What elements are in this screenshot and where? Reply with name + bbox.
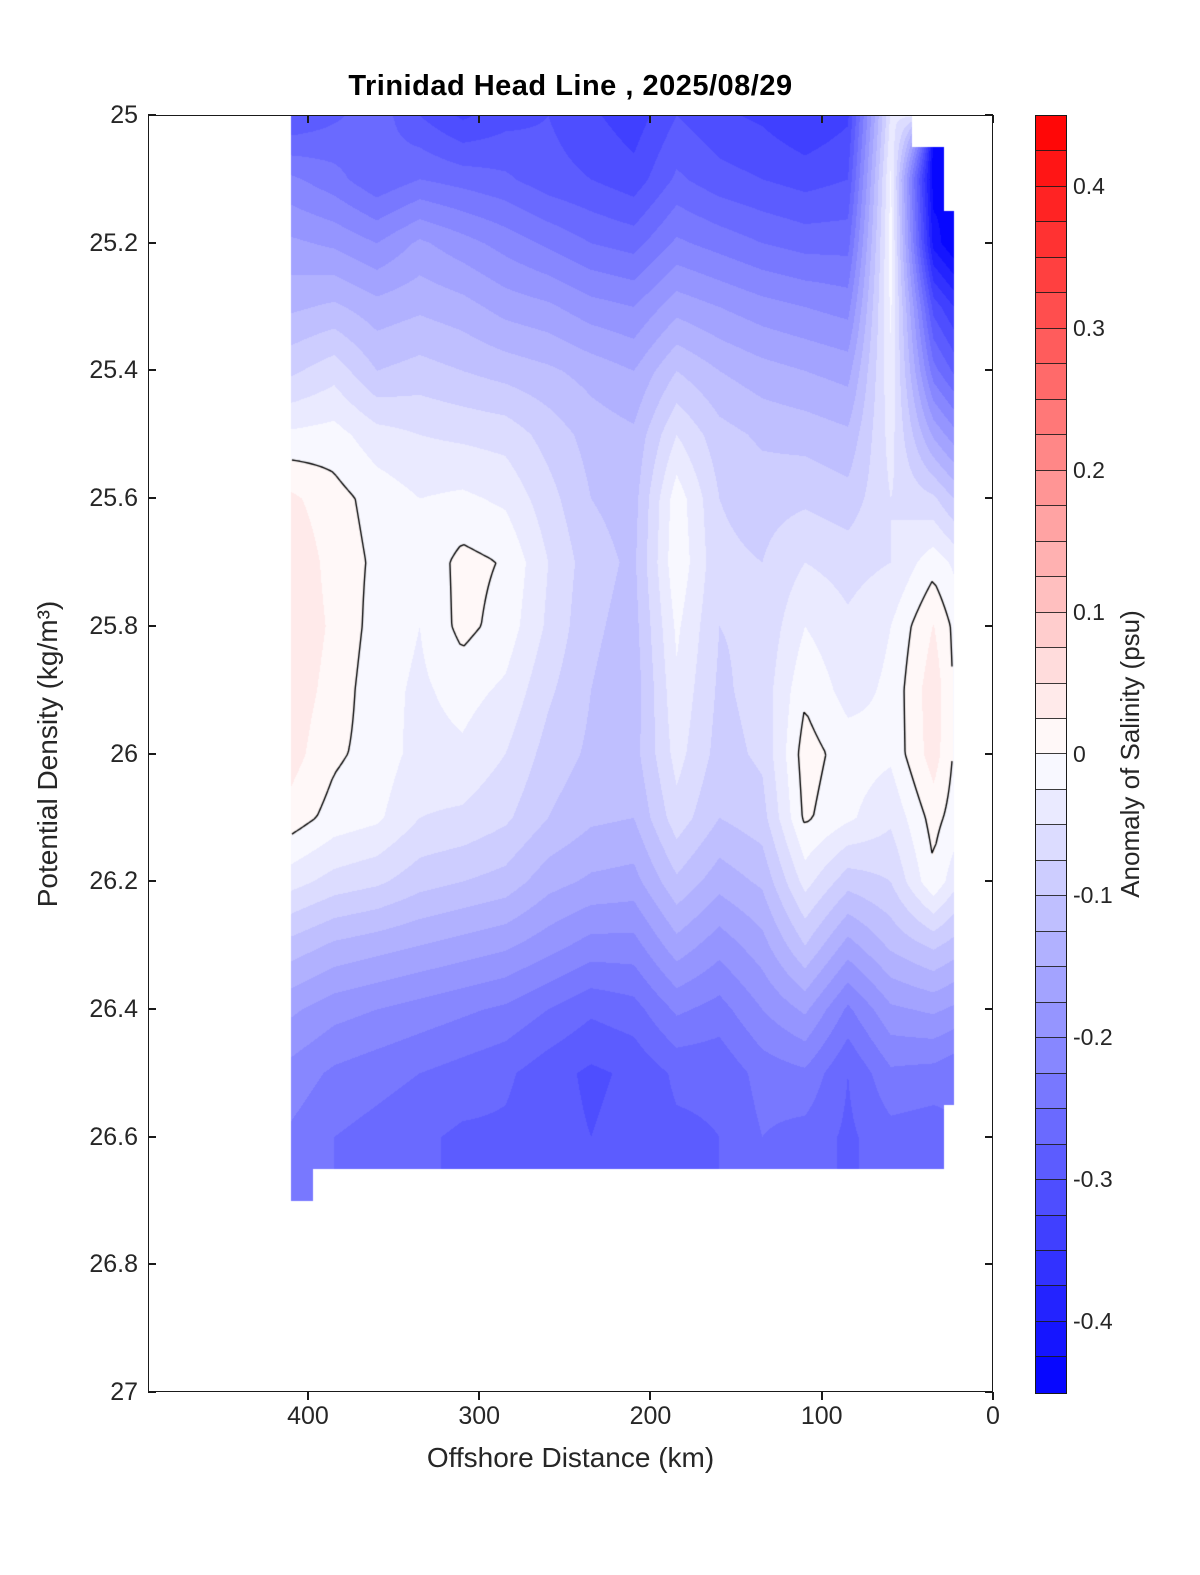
colorbar-segment [1036,789,1066,826]
colorbar-segment [1036,931,1066,968]
colorbar [1035,115,1067,1394]
colorbar-segment [1036,186,1066,223]
colorbar-segment [1036,222,1066,258]
colorbar-segment [1036,1251,1066,1287]
colorbar-tick-label: -0.3 [1073,1166,1113,1193]
colorbar-segment [1036,825,1066,861]
colorbar-segment [1036,1357,1066,1393]
colorbar-segment [1036,577,1066,613]
x-tick-mark-bottom [649,1392,652,1400]
plot-title: Trinidad Head Line , 2025/08/29 [348,70,793,102]
colorbar-tick-label: 0.1 [1073,598,1105,625]
x-axis-label: Offshore Distance (km) [426,1442,715,1473]
x-tick-mark-bottom [992,1392,994,1400]
colorbar-segment [1036,648,1066,684]
colorbar-segment [1036,860,1066,897]
colorbar-segment [1036,1321,1066,1358]
colorbar-segment [1036,257,1066,294]
colorbar-tick-label: -0.1 [1073,882,1113,909]
colorbar-segment [1036,754,1066,790]
contour-plot-canvas [148,115,993,1392]
colorbar-tick-label: 0.4 [1073,172,1105,199]
colorbar-segment [1036,612,1066,649]
y-tick-label: 26.4 [89,994,138,1023]
colorbar-segment [1036,541,1066,578]
colorbar-segment [1036,399,1066,436]
y-tick-label: 25.4 [89,356,138,385]
x-tick-mark-bottom [820,1392,823,1400]
colorbar-axis-label: Anomaly of Salinity (psu) [1115,610,1145,898]
colorbar-segment [1036,1215,1066,1251]
y-tick-label: 26.8 [89,1250,138,1279]
colorbar-segment [1036,1180,1066,1216]
x-tick-label: 0 [986,1402,1000,1430]
x-tick-mark-bottom [478,1392,481,1400]
colorbar-tick-label: 0.2 [1073,456,1105,483]
colorbar-segment [1036,1038,1066,1074]
colorbar-segment [1036,470,1066,507]
colorbar-segment [1036,1286,1066,1322]
x-tick-label: 100 [800,1402,843,1430]
colorbar-segment [1036,328,1066,365]
y-tick-label: 25.6 [89,484,138,513]
y-tick-label: 25 [110,101,138,129]
colorbar-tick-label: 0 [1073,740,1086,767]
y-tick-label: 25.2 [89,228,138,257]
x-tick-label: 400 [287,1402,329,1430]
x-tick-mark-bottom [306,1392,309,1400]
colorbar-segment [1036,1073,1066,1110]
colorbar-segment [1036,1144,1066,1181]
colorbar-segment [1036,506,1066,542]
colorbar-segment [1036,116,1066,152]
colorbar-segment [1036,967,1066,1003]
y-tick-label: 26.2 [89,867,138,896]
colorbar-segment [1036,151,1066,187]
colorbar-tick-label: -0.2 [1073,1024,1113,1051]
colorbar-segment [1036,1109,1066,1145]
colorbar-segment [1036,364,1066,400]
colorbar-segment [1036,896,1066,932]
y-tick-label: 26.6 [89,1122,138,1151]
colorbar-segment [1036,683,1066,719]
y-axis-label: Potential Density (kg/m³) [32,600,63,908]
colorbar-segment [1036,1002,1066,1039]
colorbar-tick-label: -0.4 [1073,1308,1113,1335]
colorbar-segment [1036,293,1066,329]
y-tick-label: 27 [110,1378,138,1406]
colorbar-segment [1036,435,1066,471]
y-tick-label: 26 [110,739,138,768]
colorbar-segment [1036,718,1066,755]
x-tick-label: 200 [629,1402,672,1430]
x-tick-label: 300 [458,1402,501,1430]
y-tick-label: 25.8 [89,611,138,640]
colorbar-tick-label: 0.3 [1073,314,1105,341]
